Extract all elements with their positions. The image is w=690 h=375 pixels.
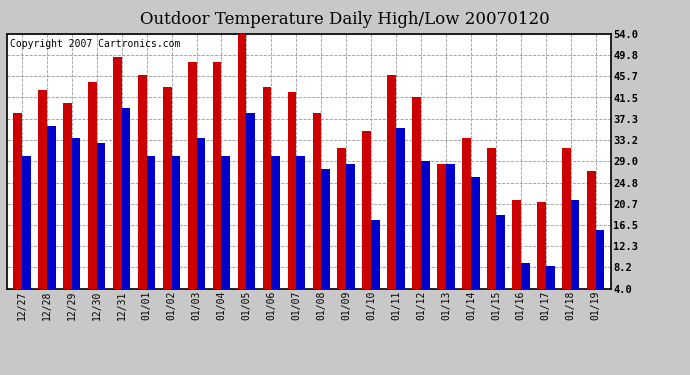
Bar: [571, 200, 580, 289]
Bar: [213, 62, 221, 289]
Bar: [462, 138, 471, 289]
Text: Outdoor Temperature Daily High/Low 20070120: Outdoor Temperature Daily High/Low 20070…: [140, 11, 550, 28]
Bar: [221, 156, 230, 289]
Bar: [63, 103, 72, 289]
Bar: [271, 156, 280, 289]
Bar: [587, 171, 595, 289]
Bar: [88, 82, 97, 289]
Bar: [138, 75, 146, 289]
Bar: [362, 130, 371, 289]
Bar: [521, 263, 529, 289]
Bar: [13, 113, 22, 289]
Bar: [546, 266, 555, 289]
Bar: [446, 164, 455, 289]
Bar: [188, 62, 197, 289]
Bar: [346, 164, 355, 289]
Bar: [322, 169, 330, 289]
Bar: [371, 220, 380, 289]
Bar: [437, 164, 446, 289]
Bar: [471, 177, 480, 289]
Bar: [313, 113, 322, 289]
Bar: [595, 230, 604, 289]
Bar: [146, 156, 155, 289]
Bar: [263, 87, 271, 289]
Bar: [288, 92, 296, 289]
Bar: [197, 138, 205, 289]
Text: Copyright 2007 Cartronics.com: Copyright 2007 Cartronics.com: [10, 39, 180, 49]
Bar: [113, 57, 121, 289]
Bar: [163, 87, 172, 289]
Bar: [537, 202, 546, 289]
Bar: [396, 128, 405, 289]
Bar: [72, 138, 81, 289]
Bar: [387, 75, 396, 289]
Bar: [337, 148, 346, 289]
Bar: [172, 156, 180, 289]
Bar: [237, 34, 246, 289]
Bar: [421, 161, 430, 289]
Bar: [487, 148, 496, 289]
Bar: [97, 143, 106, 289]
Bar: [121, 108, 130, 289]
Bar: [246, 113, 255, 289]
Bar: [562, 148, 571, 289]
Bar: [496, 215, 504, 289]
Bar: [38, 90, 47, 289]
Bar: [413, 98, 421, 289]
Bar: [512, 200, 521, 289]
Bar: [22, 156, 30, 289]
Bar: [296, 156, 305, 289]
Bar: [47, 126, 56, 289]
